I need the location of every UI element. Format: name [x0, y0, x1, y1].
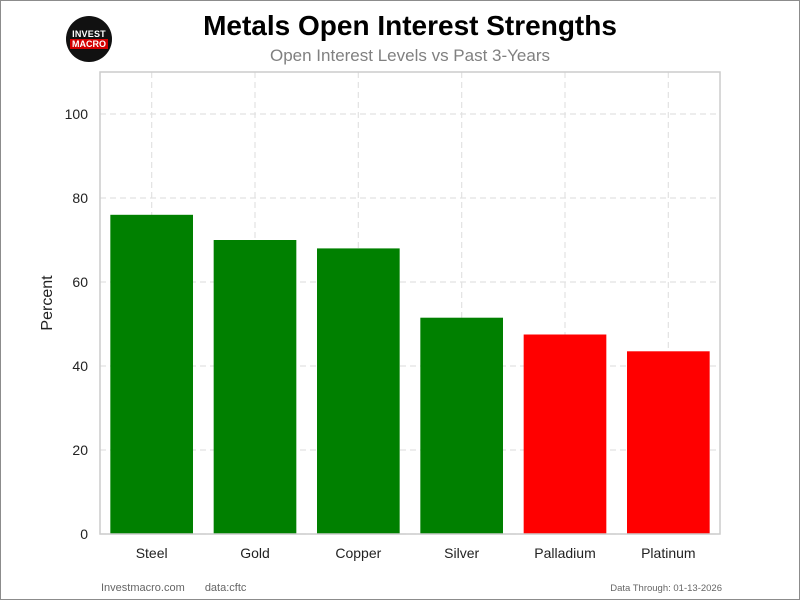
bar-silver	[420, 317, 503, 534]
footer-data-through: Data Through: 01-13-2026	[610, 583, 722, 594]
x-tick-label: Steel	[136, 545, 168, 561]
y-axis-label: Percent	[39, 275, 56, 331]
x-tick-label: Platinum	[641, 545, 695, 561]
y-tick-label: 80	[72, 190, 88, 206]
logo-text-top: INVEST	[72, 29, 106, 39]
bar-copper	[317, 248, 400, 534]
footer-source: data:cftc	[204, 582, 247, 594]
footer-site: Investmacro.com	[101, 582, 185, 594]
y-tick-label: 100	[65, 106, 89, 122]
y-tick-label: 0	[80, 526, 88, 542]
bar-palladium	[523, 334, 607, 534]
bar-steel	[110, 214, 193, 535]
bar-gold	[213, 240, 297, 534]
y-tick-label: 40	[72, 358, 88, 374]
chart-subtitle: Open Interest Levels vs Past 3-Years	[269, 46, 551, 65]
x-tick-label: Palladium	[534, 545, 595, 561]
x-tick-label: Silver	[444, 545, 479, 561]
plot-area-frame	[99, 71, 721, 535]
footer-credits: Investmacro.com data:cftc	[101, 582, 246, 594]
logo-text-bottom: MACRO	[70, 39, 108, 49]
chart-title: Metals Open Interest Strengths	[203, 10, 617, 41]
y-tick-label: 20	[72, 442, 88, 458]
x-tick-label: Gold	[240, 545, 270, 561]
bar-platinum	[627, 351, 710, 534]
x-tick-label: Copper	[335, 545, 381, 561]
y-tick-label: 60	[72, 274, 88, 290]
investmacro-logo: INVEST MACRO	[66, 16, 112, 62]
